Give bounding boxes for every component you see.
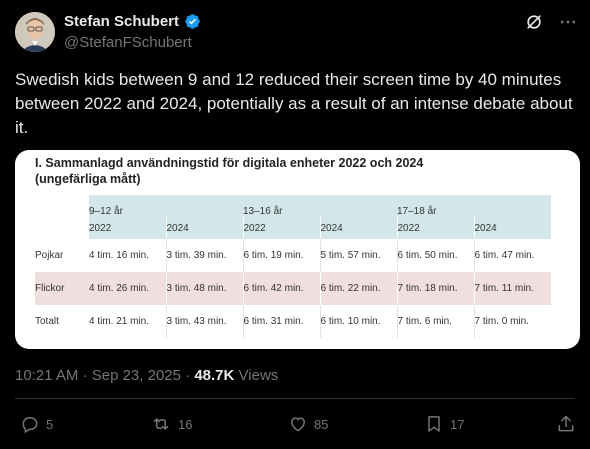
table-cell: 7 tim. 18 min. — [396, 272, 474, 305]
age-group-header: 9–12 år — [89, 195, 243, 217]
views-label: Views — [238, 367, 279, 384]
bookmark-count: 17 — [450, 416, 465, 432]
year-header: 2024 — [473, 217, 551, 239]
table-title: I. Sammanlagd användningstid för digital… — [35, 156, 424, 170]
verified-badge-icon[interactable] — [184, 13, 201, 30]
table-cell: 7 tim. 11 min. — [473, 272, 551, 305]
table-cell: 6 tim. 42 min. — [242, 272, 320, 305]
table-header-age-row: 9–12 år 13–16 år 17–18 år — [35, 195, 551, 217]
table-cell: 3 tim. 48 min. — [165, 272, 243, 305]
like-count: 85 — [314, 416, 329, 432]
tweet-media-image[interactable]: I. Sammanlagd användningstid för digital… — [15, 150, 580, 349]
avatar[interactable] — [15, 12, 55, 52]
reply-icon — [22, 417, 38, 434]
year-header: 2022 — [396, 217, 474, 239]
divider — [15, 398, 575, 399]
tweet-time[interactable]: 10:21 AM — [15, 367, 79, 384]
table-cell: 4 tim. 26 min. — [89, 272, 166, 305]
year-header: 2022 — [242, 217, 320, 239]
year-header: 2024 — [165, 217, 243, 239]
table-cell: 6 tim. 22 min. — [319, 272, 397, 305]
table-cell: 6 tim. 50 min. — [396, 239, 474, 272]
meta-separator: · — [82, 367, 88, 384]
table-subtitle: (ungefärliga mått) — [35, 172, 141, 186]
tweet-text: Swedish kids between 9 and 12 reduced th… — [15, 70, 573, 137]
table-cell: 5 tim. 57 min. — [319, 239, 397, 272]
more-options-icon[interactable] — [558, 12, 578, 32]
bookmark-icon — [428, 416, 440, 432]
share-icon — [558, 415, 574, 432]
row-label: Pojkar — [35, 239, 89, 272]
table-cell: 6 tim. 47 min. — [473, 239, 551, 272]
author-name-row: Stefan Schubert — [64, 13, 201, 30]
row-label: Totalt — [35, 305, 89, 338]
table-cell: 6 tim. 19 min. — [242, 239, 320, 272]
table-cell: 4 tim. 16 min. — [89, 239, 166, 272]
table-cell: 3 tim. 43 min. — [165, 305, 243, 338]
grok-icon[interactable] — [524, 12, 544, 32]
bookmark-button[interactable]: 17 — [424, 414, 464, 434]
avatar-image — [15, 12, 55, 52]
author-handle[interactable]: @StefanFSchubert — [64, 34, 192, 51]
year-header: 2024 — [319, 217, 397, 239]
table-header-year-row: 2022 2024 2022 2024 2022 2024 — [35, 217, 551, 239]
action-bar: 5 16 85 17 — [0, 414, 590, 440]
tweet-date[interactable]: Sep 23, 2025 — [91, 367, 181, 384]
repost-icon — [153, 418, 169, 430]
age-group-header: 13–16 år — [243, 195, 397, 217]
share-button[interactable] — [556, 414, 576, 434]
screen-time-table: 9–12 år 13–16 år 17–18 år 2022 2024 2022… — [35, 195, 551, 338]
views-count[interactable]: 48.7K — [194, 367, 235, 384]
author-display-name[interactable]: Stefan Schubert — [64, 13, 180, 30]
table-cell: 3 tim. 39 min. — [165, 239, 243, 272]
table-cell: 4 tim. 21 min. — [89, 305, 166, 338]
age-group-header: 17–18 år — [397, 195, 551, 217]
repost-button[interactable]: 16 — [150, 414, 192, 434]
table-cell: 6 tim. 10 min. — [319, 305, 397, 338]
table-cell: 7 tim. 0 min. — [473, 305, 551, 338]
table-row: Flickor 4 tim. 26 min. 3 tim. 48 min. 6 … — [35, 272, 551, 305]
repost-count: 16 — [178, 416, 193, 432]
table-cell: 6 tim. 31 min. — [242, 305, 320, 338]
tweet-meta: 10:21 AM · Sep 23, 2025 · 48.7K Views — [15, 367, 278, 384]
reply-count: 5 — [46, 416, 54, 432]
like-button[interactable]: 85 — [288, 414, 328, 434]
meta-separator: · — [185, 367, 191, 384]
row-label: Flickor — [35, 272, 89, 305]
table-row: Totalt 4 tim. 21 min. 3 tim. 43 min. 6 t… — [35, 305, 551, 338]
heart-icon — [290, 417, 306, 432]
top-icons — [524, 12, 578, 32]
table-row: Pojkar 4 tim. 16 min. 3 tim. 39 min. 6 t… — [35, 239, 551, 272]
table-cell: 7 tim. 6 min. — [396, 305, 474, 338]
reply-button[interactable]: 5 — [20, 414, 53, 434]
year-header: 2022 — [89, 217, 166, 239]
